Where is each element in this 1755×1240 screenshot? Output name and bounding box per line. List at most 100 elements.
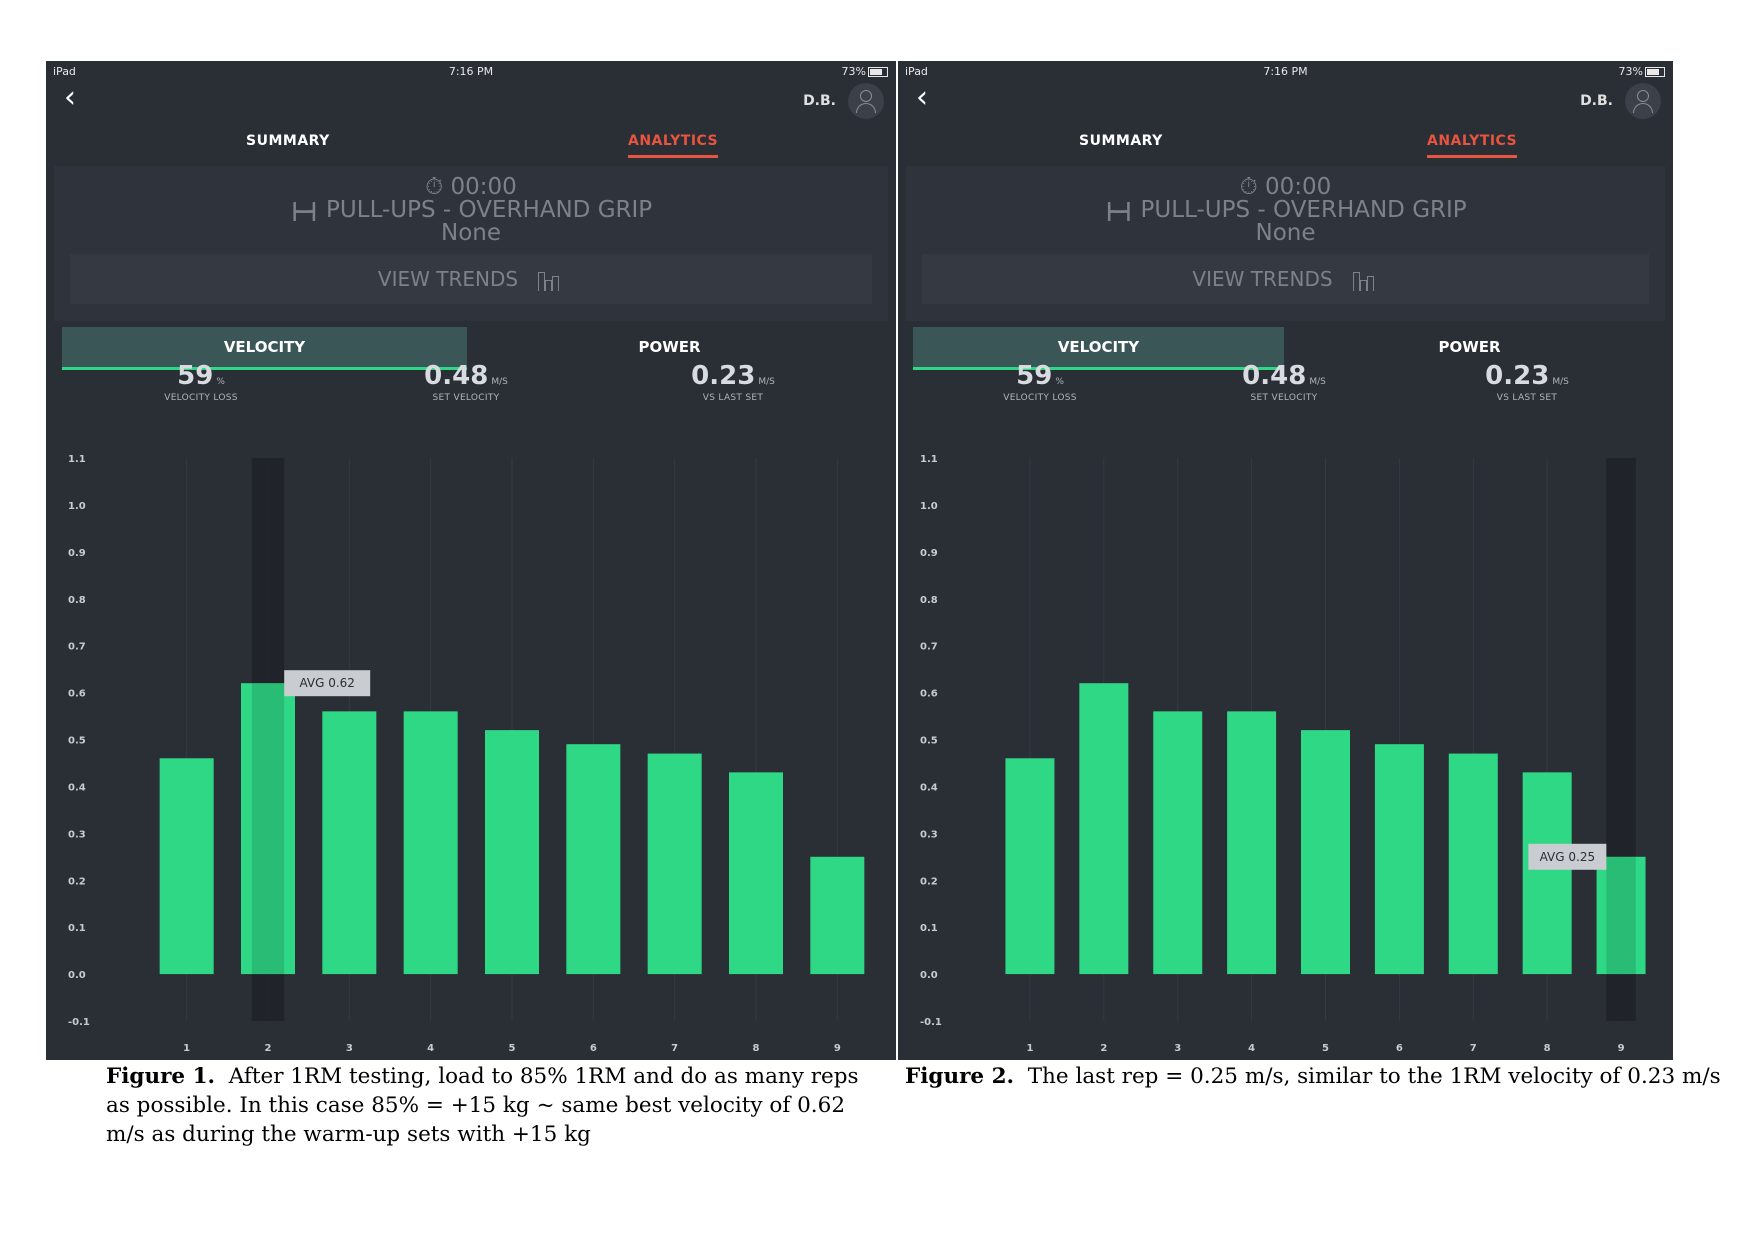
y-tick-label: 0.6 xyxy=(920,689,938,700)
tab-analytics[interactable]: ANALYTICS xyxy=(1427,133,1518,158)
y-tick-label: 0.5 xyxy=(68,736,86,747)
user-initials: D.B. xyxy=(803,93,836,109)
avatar-icon[interactable] xyxy=(1625,83,1661,119)
rep-bar-1[interactable] xyxy=(1005,758,1055,975)
x-tick-label: 6 xyxy=(1396,1043,1403,1054)
user-menu[interactable]: D.B. xyxy=(803,83,884,119)
rep-bar-6[interactable] xyxy=(1374,744,1424,975)
y-tick-label: 0.3 xyxy=(920,829,938,840)
avatar-icon[interactable] xyxy=(848,83,884,119)
status-time: 7:16 PM xyxy=(448,65,494,78)
x-tick-label: 1 xyxy=(1026,1043,1033,1054)
battery-icon xyxy=(1645,67,1665,77)
y-tick-label: 1.1 xyxy=(68,454,86,465)
selected-bar-overlay xyxy=(251,683,285,975)
user-menu[interactable]: D.B. xyxy=(1580,83,1661,119)
y-tick-label: 1.0 xyxy=(920,501,938,512)
rep-bar-5[interactable] xyxy=(1301,730,1350,975)
x-tick-label: 4 xyxy=(427,1043,434,1054)
rep-bar-3[interactable] xyxy=(322,711,377,975)
x-tick-label: 8 xyxy=(1544,1043,1551,1054)
exercise-name: ┣━┫ PULL-UPS - OVERHAND GRIP xyxy=(1104,197,1467,223)
y-tick-label: 0.0 xyxy=(68,970,86,981)
status-bar: iPad 7:16 PM 73% xyxy=(898,61,1673,81)
x-tick-label: 7 xyxy=(1470,1043,1477,1054)
rep-bar-4[interactable] xyxy=(1227,711,1277,975)
stat-set-velocity: 0.48 M/S SET VELOCITY xyxy=(424,361,508,403)
load-value: None xyxy=(1255,220,1316,246)
power-toggle[interactable]: POWER xyxy=(638,338,701,356)
rep-bar-7[interactable] xyxy=(1448,753,1498,975)
status-time: 7:16 PM xyxy=(1263,65,1308,78)
velocity-bar-chart: 1.1 1.0 0.9 0.8 0.7 0.6 0.5 0.4 0.3 0.2 0.1 0.0 -0.1… xyxy=(920,454,1646,1054)
battery-indicator: 73% xyxy=(1619,65,1665,78)
rep-bar-2[interactable] xyxy=(241,683,295,975)
caption-label: Figure 2. xyxy=(905,1064,1015,1089)
exercise-name: ┣━┫ PULL-UPS - OVERHAND GRIP xyxy=(289,197,653,223)
rep-bar-1[interactable] xyxy=(159,758,214,975)
x-tick-label: 4 xyxy=(1248,1043,1255,1054)
y-tick-label: 0.6 xyxy=(68,689,86,700)
y-tick-label: 0.2 xyxy=(68,876,86,887)
y-tick-label: 1.1 xyxy=(920,454,938,465)
y-tick-label: 0.1 xyxy=(920,923,938,934)
rep-bar-5[interactable] xyxy=(485,730,539,975)
barbell-icon: ┣━┫ xyxy=(289,202,319,221)
velocity-toggle[interactable]: VELOCITY xyxy=(62,327,467,370)
view-trends-button[interactable]: VIEW TRENDS xyxy=(70,254,872,304)
tooltip-box xyxy=(284,670,371,697)
y-tick-label: 0.7 xyxy=(920,642,938,653)
velocity-bar-chart: 1.1 1.0 0.9 0.8 0.7 0.6 0.5 0.4 0.3 0.2 0.1 0.0 -0.1… xyxy=(68,454,865,1054)
rep-bar-9[interactable] xyxy=(810,856,865,975)
rep-bar-4[interactable] xyxy=(403,711,458,975)
rep-bar-2[interactable] xyxy=(1079,683,1129,975)
device-label: iPad xyxy=(905,65,928,78)
workout-time: ⏱ 00:00 xyxy=(425,174,517,200)
caption-text: The last rep = 0.25 m/s, similar to the … xyxy=(1027,1064,1721,1089)
tab-summary[interactable]: SUMMARY xyxy=(1079,133,1163,149)
barbell-icon: ┣━┫ xyxy=(1104,202,1134,221)
rep-bar-7[interactable] xyxy=(647,753,702,975)
y-tick-label: 0.3 xyxy=(68,829,86,840)
x-tick-label: 2 xyxy=(265,1043,272,1054)
rep-bar-6[interactable] xyxy=(566,744,621,975)
stopwatch-icon: ⏱ xyxy=(425,174,444,200)
x-tick-label: 1 xyxy=(183,1043,190,1054)
y-tick-label: 0.9 xyxy=(920,548,938,559)
tab-summary[interactable]: SUMMARY xyxy=(246,133,330,149)
workout-card: ⏱ 00:00 ┣━┫ PULL-UPS - OVERHAND GRIP Non… xyxy=(54,166,888,321)
x-tick-label: 9 xyxy=(834,1043,841,1054)
x-tick-label: 3 xyxy=(346,1043,353,1054)
y-tick-label: 0.2 xyxy=(920,876,938,887)
power-toggle[interactable]: POWER xyxy=(1438,338,1501,356)
rep-bar-9[interactable] xyxy=(1596,856,1646,975)
tooltip-text: AVG 0.62 xyxy=(299,676,354,690)
tab-analytics[interactable]: ANALYTICS xyxy=(628,133,719,158)
rep-bar-3[interactable] xyxy=(1153,711,1203,975)
back-chevron-icon[interactable]: ‹ xyxy=(916,80,928,115)
y-tick-label: 0.0 xyxy=(920,970,938,981)
battery-percent: 73% xyxy=(1618,65,1643,78)
x-tick-label: 5 xyxy=(509,1043,516,1054)
status-bar: iPad 7:16 PM 73% xyxy=(46,61,896,81)
caption-text: After 1RM testing, load to 85% 1RM and d… xyxy=(106,1064,859,1147)
stat-vs-last-set: 0.23 M/S VS LAST SET xyxy=(1485,361,1569,403)
y-tick-label: 0.4 xyxy=(920,782,938,793)
rep-bar-8[interactable] xyxy=(1522,772,1572,975)
y-tick-label: 0.8 xyxy=(920,595,938,606)
battery-indicator: 73% xyxy=(842,65,888,78)
workout-time: ⏱ 00:00 xyxy=(1239,174,1332,200)
y-tick-label: -0.1 xyxy=(920,1017,942,1028)
y-tick-label: -0.1 xyxy=(68,1017,90,1028)
velocity-toggle[interactable]: VELOCITY xyxy=(913,327,1284,370)
back-chevron-icon[interactable]: ‹ xyxy=(64,80,76,115)
x-tick-label: 6 xyxy=(590,1043,597,1054)
view-trends-button[interactable]: VIEW TRENDS xyxy=(922,254,1649,304)
stat-velocity-loss: 59% VELOCITY LOSS xyxy=(164,361,238,403)
user-initials: D.B. xyxy=(1580,93,1613,109)
y-tick-label: 0.9 xyxy=(68,548,86,559)
x-tick-label: 8 xyxy=(753,1043,760,1054)
y-tick-label: 0.5 xyxy=(920,736,938,747)
rep-bar-8[interactable] xyxy=(729,772,783,975)
bar-chart-icon xyxy=(1351,271,1379,291)
